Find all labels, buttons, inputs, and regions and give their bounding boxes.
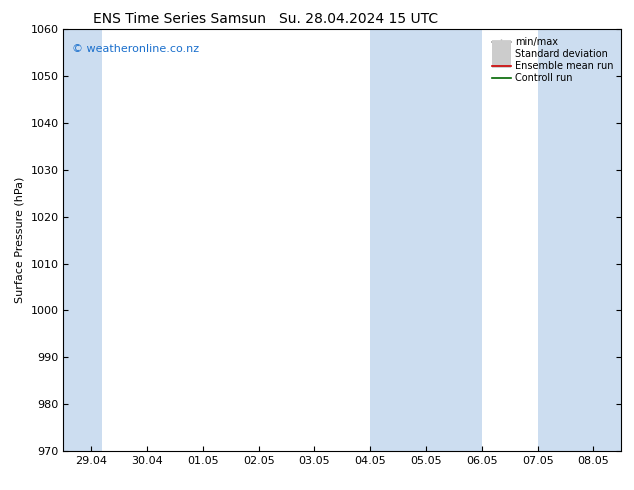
Bar xyxy=(370,29,482,451)
Bar xyxy=(538,29,621,451)
Bar xyxy=(63,29,103,451)
Text: ENS Time Series Samsun: ENS Time Series Samsun xyxy=(93,12,266,26)
Legend: min/max, Standard deviation, Ensemble mean run, Controll run: min/max, Standard deviation, Ensemble me… xyxy=(489,34,616,86)
Text: Su. 28.04.2024 15 UTC: Su. 28.04.2024 15 UTC xyxy=(279,12,438,26)
Y-axis label: Surface Pressure (hPa): Surface Pressure (hPa) xyxy=(15,177,25,303)
Text: © weatheronline.co.nz: © weatheronline.co.nz xyxy=(72,44,199,54)
